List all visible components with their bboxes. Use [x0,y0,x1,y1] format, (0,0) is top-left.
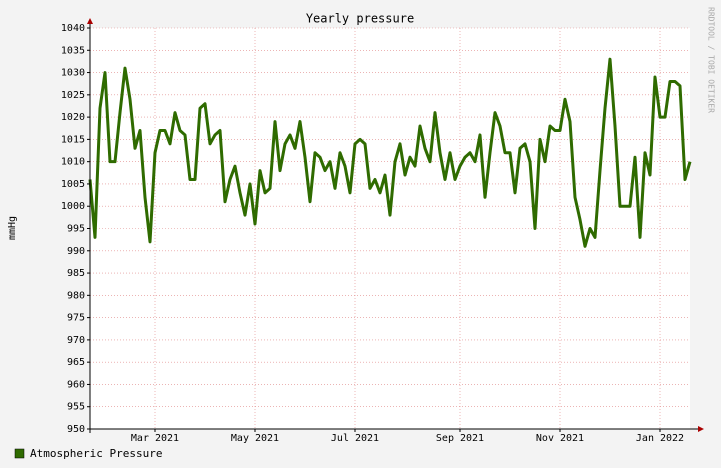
y-tick-label: 1035 [61,45,85,56]
y-axis-label: mmHg [7,216,18,240]
y-tick-label: 1010 [61,157,85,168]
x-arrow [698,426,704,432]
y-tick-label: 995 [67,224,85,235]
legend-swatch [14,448,25,459]
y-tick-label: 980 [67,290,85,301]
x-tick-label: Mar 2021 [131,433,179,444]
y-tick-label: 1015 [61,134,85,145]
y-arrow [87,18,93,24]
x-tick-label: Jan 2022 [636,433,684,444]
y-tick-label: 965 [67,357,85,368]
line [88,57,692,248]
x-tick-label: May 2021 [231,433,279,444]
y-tick-label: 970 [67,335,85,346]
y-tick-label: 1030 [61,68,85,79]
y-tick-label: 1000 [61,201,85,212]
y-tick-label: 1005 [61,179,85,190]
y-tick-label: 985 [67,268,85,279]
legend-label: Atmospheric Pressure [30,447,162,460]
x-tick-label: Nov 2021 [536,433,584,444]
y-tick-label: 1020 [61,112,85,123]
x-tick-label: Sep 2021 [436,433,484,444]
chart-title: Yearly pressure [306,12,414,26]
marks [88,57,692,248]
y-tick-label: 1040 [61,23,85,34]
y-tick-label: 1025 [61,90,85,101]
y-tick-label: 975 [67,313,85,324]
grid [90,27,690,430]
y-tick-label: 960 [67,379,85,390]
x-tick-label: Jul 2021 [331,433,379,444]
y-tick-label: 955 [67,402,85,413]
watermark: RRDTOOL / TOBI OETIKER [707,7,716,113]
legend: Atmospheric Pressure [14,447,162,460]
axes: 950 955 960 965 970 975 980 985 990 995 1000 1005 10… [61,18,704,444]
y-tick-label: 950 [67,424,85,435]
y-tick-label: 990 [67,246,85,257]
